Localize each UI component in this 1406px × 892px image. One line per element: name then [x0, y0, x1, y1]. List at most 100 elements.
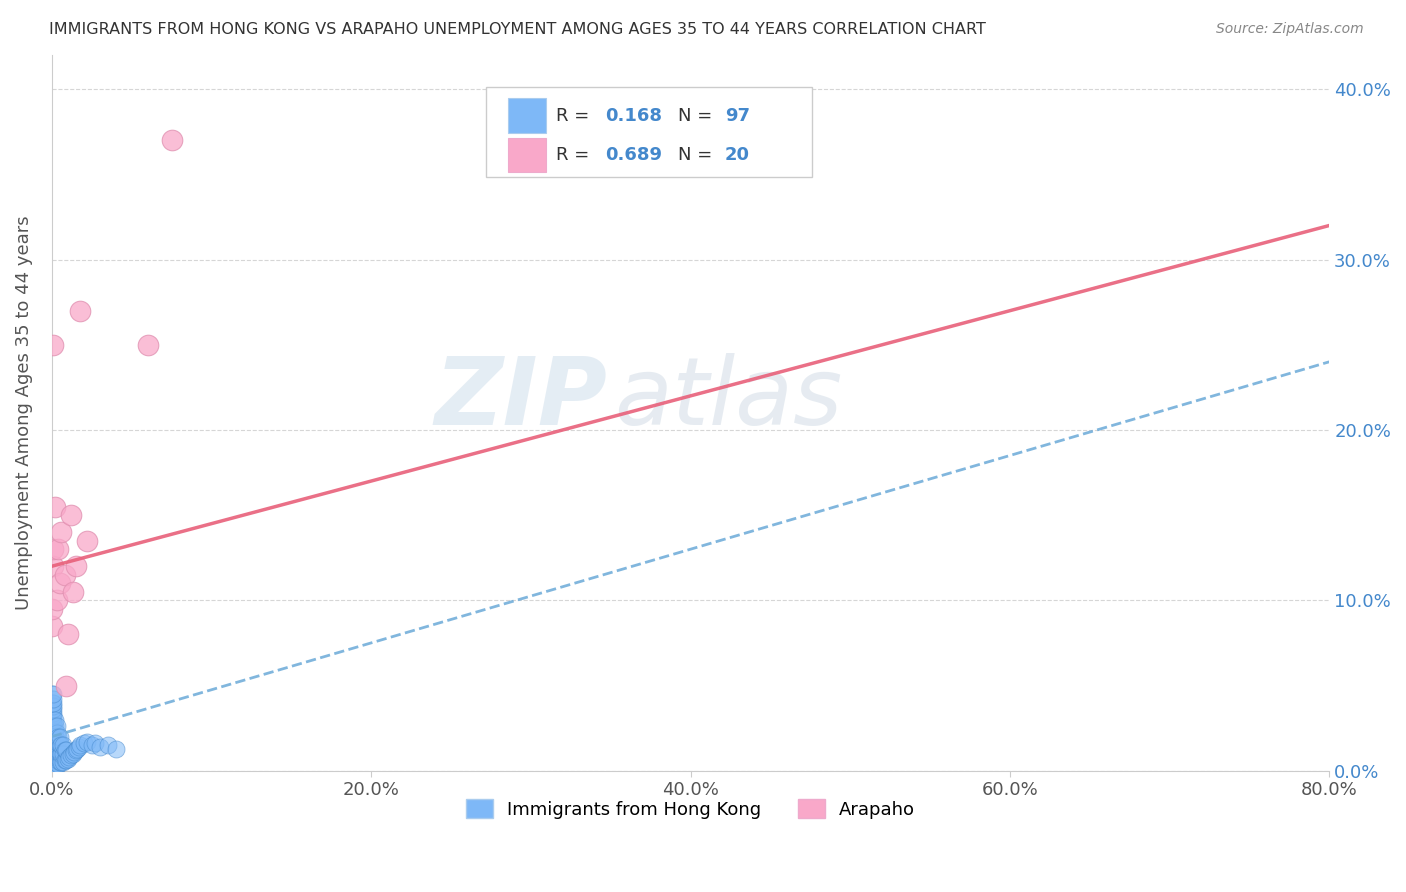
Point	[63, 745, 86, 759]
Point	[44, 735, 66, 749]
Point	[42, 747, 65, 761]
Point	[42, 730, 65, 744]
Text: 0.168: 0.168	[605, 107, 662, 125]
Point	[42, 338, 65, 352]
Point	[42, 723, 65, 737]
Point	[41, 752, 63, 766]
Point	[59, 748, 82, 763]
Point	[97, 738, 120, 752]
Point	[41, 733, 63, 747]
Point	[45, 719, 67, 733]
Point	[41, 726, 63, 740]
Text: N =: N =	[678, 107, 717, 125]
Point	[62, 747, 84, 761]
Point	[66, 741, 89, 756]
Point	[52, 747, 75, 761]
Point	[44, 730, 66, 744]
Point	[55, 679, 77, 693]
Point	[41, 723, 63, 737]
Point	[53, 567, 76, 582]
Point	[48, 747, 70, 761]
Point	[41, 619, 63, 633]
Point	[41, 738, 63, 752]
Point	[44, 760, 66, 774]
Text: atlas: atlas	[614, 353, 842, 444]
Legend: Immigrants from Hong Kong, Arapaho: Immigrants from Hong Kong, Arapaho	[458, 792, 922, 826]
Point	[45, 733, 67, 747]
Point	[69, 303, 91, 318]
Text: ZIP: ZIP	[434, 352, 607, 444]
Point	[51, 747, 73, 761]
Point	[46, 756, 69, 771]
Point	[42, 743, 65, 757]
Point	[42, 754, 65, 768]
Point	[42, 736, 65, 750]
Point	[42, 698, 65, 713]
Y-axis label: Unemployment Among Ages 35 to 44 years: Unemployment Among Ages 35 to 44 years	[15, 216, 32, 610]
Point	[41, 696, 63, 710]
Point	[42, 559, 65, 574]
Point	[42, 687, 65, 701]
Point	[48, 738, 70, 752]
Point	[80, 738, 103, 752]
Text: Source: ZipAtlas.com: Source: ZipAtlas.com	[1216, 22, 1364, 37]
Point	[42, 713, 65, 727]
Text: 0.689: 0.689	[605, 146, 662, 164]
Point	[51, 738, 73, 752]
Point	[41, 602, 63, 616]
Point	[89, 739, 111, 754]
Point	[41, 764, 63, 778]
Point	[48, 576, 70, 591]
Point	[42, 702, 65, 716]
Point	[41, 687, 63, 701]
Point	[51, 755, 73, 769]
Point	[44, 745, 66, 759]
Bar	[508, 98, 546, 133]
Point	[42, 719, 65, 733]
Point	[42, 706, 65, 720]
Point	[59, 508, 82, 523]
Point	[42, 750, 65, 764]
Point	[76, 735, 98, 749]
Point	[55, 743, 77, 757]
Point	[44, 755, 66, 769]
Point	[104, 741, 127, 756]
Point	[41, 758, 63, 772]
Point	[67, 739, 90, 754]
Point	[51, 525, 73, 540]
Point	[44, 724, 66, 739]
Point	[56, 752, 79, 766]
Point	[41, 739, 63, 754]
Point	[41, 713, 63, 727]
Point	[45, 593, 67, 607]
Point	[41, 709, 63, 723]
Point	[42, 696, 65, 710]
Point	[41, 735, 63, 749]
Point	[41, 747, 63, 761]
Point	[73, 736, 96, 750]
Text: IMMIGRANTS FROM HONG KONG VS ARAPAHO UNEMPLOYMENT AMONG AGES 35 TO 44 YEARS CORR: IMMIGRANTS FROM HONG KONG VS ARAPAHO UNE…	[49, 22, 986, 37]
Point	[45, 739, 67, 754]
Point	[41, 704, 63, 718]
Point	[42, 739, 65, 754]
Point	[42, 709, 65, 723]
Point	[56, 627, 79, 641]
Point	[69, 738, 91, 752]
Point	[53, 754, 76, 768]
Point	[48, 730, 70, 744]
Point	[136, 338, 159, 352]
Point	[44, 719, 66, 733]
Point	[42, 716, 65, 731]
Point	[46, 743, 69, 757]
Point	[45, 758, 67, 772]
Point	[46, 736, 69, 750]
Point	[44, 500, 66, 514]
Point	[45, 747, 67, 761]
Point	[44, 713, 66, 727]
Point	[52, 738, 75, 752]
Point	[41, 730, 63, 744]
Point	[42, 726, 65, 740]
Point	[55, 754, 77, 768]
Text: R =: R =	[557, 107, 595, 125]
Point	[53, 743, 76, 757]
